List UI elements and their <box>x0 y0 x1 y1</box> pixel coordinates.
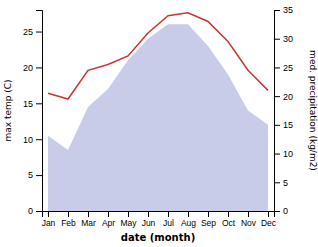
tick-label: 25 <box>23 27 33 37</box>
tick-mark <box>274 10 280 11</box>
tick-mark <box>36 32 42 33</box>
tick-label: Jul <box>163 218 174 228</box>
tick: Nov <box>241 211 257 228</box>
tick: Sep <box>201 211 216 228</box>
tick-mark <box>228 211 229 217</box>
tick: 25 <box>23 27 42 37</box>
tick: 0 <box>274 206 288 216</box>
tick-mark <box>36 103 42 104</box>
tick-label: Feb <box>61 218 76 228</box>
tick-mark <box>274 39 280 40</box>
tick: Jul <box>163 211 174 228</box>
tick: 5 <box>28 170 42 180</box>
tick-label: 15 <box>23 99 33 109</box>
tick-label: Nov <box>241 218 257 228</box>
tick: 20 <box>274 92 293 102</box>
tick: 10 <box>23 135 42 145</box>
plot: Jan Feb Mar Apr May Jun Jul Aug Sep Oct Nov Dec 0 5 10… <box>23 5 293 228</box>
axis-line <box>36 11 43 212</box>
tick-mark <box>208 211 209 217</box>
marks <box>48 13 268 211</box>
tick-label: 25 <box>283 63 293 73</box>
tick: 15 <box>274 120 293 130</box>
tick-mark <box>36 67 42 68</box>
line <box>48 13 268 99</box>
tick-label: 15 <box>283 120 293 130</box>
tick-mark <box>168 211 169 217</box>
axis-line <box>43 212 275 218</box>
tick-label: Mar <box>81 218 96 228</box>
tick-mark <box>274 211 280 212</box>
tick-mark <box>36 211 42 212</box>
tick: Apr <box>102 211 115 228</box>
tick-mark <box>148 211 149 217</box>
y-axis-title: max temp (C) <box>3 79 13 141</box>
tick-label: Oct <box>222 218 236 228</box>
tick-mark <box>274 182 280 183</box>
tick-label: 10 <box>283 149 293 159</box>
tick-mark <box>248 211 249 217</box>
tick-label: Jan <box>42 218 56 228</box>
tick: 20 <box>23 63 42 73</box>
tick: 25 <box>274 63 293 73</box>
tick: Feb <box>61 211 76 228</box>
tick: 10 <box>274 149 293 159</box>
tick-label: Apr <box>102 218 115 228</box>
y2-axis-title: med. precipitation (kg/m2) <box>308 50 318 171</box>
tick: Dec <box>261 211 277 228</box>
tick-mark <box>48 211 49 217</box>
tick: Jun <box>142 211 156 228</box>
tick-mark <box>268 211 269 217</box>
tick-mark <box>274 154 280 155</box>
tick-label: 5 <box>283 178 288 188</box>
tick-label: 35 <box>283 5 293 15</box>
tick-label: Jun <box>142 218 156 228</box>
tick-mark <box>36 139 42 140</box>
tick-label: 10 <box>23 135 33 145</box>
tick-mark <box>108 211 109 217</box>
tick-label: Dec <box>261 218 277 228</box>
tick-label: 20 <box>283 92 293 102</box>
tick-mark <box>274 125 280 126</box>
tick-label: 0 <box>28 206 33 216</box>
tick: May <box>120 211 137 228</box>
tick-mark <box>36 175 42 176</box>
x-axis: Jan Feb Mar Apr May Jun Jul Aug Sep Oct Nov Dec <box>42 211 277 228</box>
tick: Jan <box>42 211 56 228</box>
tick-label: 30 <box>283 34 293 44</box>
tick-mark <box>88 211 89 217</box>
x-axis-title: date (month) <box>121 232 195 243</box>
tick-label: Aug <box>181 218 196 228</box>
tick: 30 <box>274 34 293 44</box>
tick: 15 <box>23 99 42 109</box>
axis-line <box>275 11 281 212</box>
tick: Mar <box>81 211 96 228</box>
tick: Oct <box>222 211 236 228</box>
tick-label: 20 <box>23 63 33 73</box>
tick-mark <box>68 211 69 217</box>
tick-mark <box>128 211 129 217</box>
tick: 5 <box>274 178 288 188</box>
tick-label: May <box>120 218 137 228</box>
tick-mark <box>188 211 189 217</box>
y2-axis: 0 5 10 15 20 25 30 35 <box>274 5 293 216</box>
tick-mark <box>274 67 280 68</box>
chart: Jan Feb Mar Apr May Jun Jul Aug Sep Oct Nov Dec 0 5 10… <box>0 0 318 247</box>
tick: 35 <box>274 5 293 15</box>
tick-label: Sep <box>201 218 216 228</box>
y-axis: 0 5 10 15 20 25 <box>23 11 43 217</box>
tick-label: 0 <box>283 206 288 216</box>
tick: 0 <box>28 206 42 216</box>
tick-label: 5 <box>28 170 33 180</box>
tick-mark <box>274 96 280 97</box>
tick: Aug <box>181 211 196 228</box>
